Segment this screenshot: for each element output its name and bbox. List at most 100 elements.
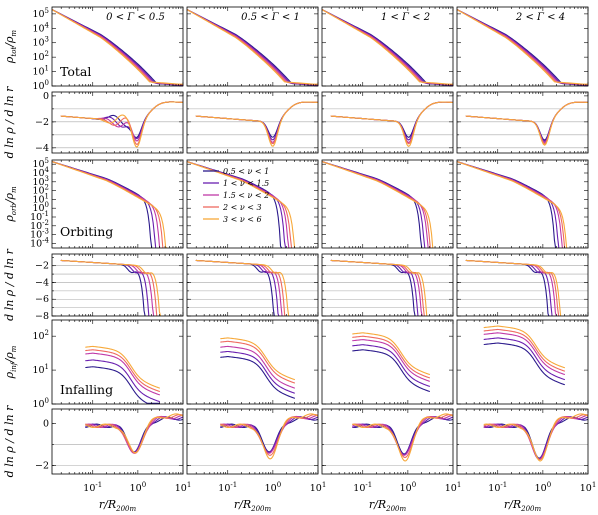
- axes-frame: [321, 159, 454, 249]
- row6-col4-series-1: [483, 416, 588, 459]
- y-tick-label: −4: [35, 277, 49, 288]
- row3-col4-series-4: [457, 161, 566, 248]
- y-tick-label: −8: [35, 311, 49, 322]
- axes-frame: [186, 159, 319, 249]
- x-axis-label: r/R200m: [234, 498, 272, 513]
- x-tick-label: 10-1: [218, 481, 237, 494]
- row5-col4-series-4: [483, 328, 565, 372]
- row1-col1-series-5: [52, 9, 183, 85]
- axes-frame: [456, 319, 589, 405]
- row4-col2-series-5: [195, 259, 290, 316]
- row3-col3-series-2: [322, 161, 426, 248]
- x-tick-label: 100: [130, 481, 147, 494]
- panel-total-density-2: [187, 9, 318, 86]
- y-axis-label: d ln ρ / d ln r: [3, 405, 16, 477]
- y-axis-label: ρtot/ρm: [3, 30, 18, 65]
- row1-col2-series-5: [187, 9, 318, 85]
- panel-total-density-4: [457, 9, 588, 86]
- row4-col1-series-5: [60, 259, 162, 316]
- row4-col4-series-1: [465, 259, 550, 316]
- row4-col3-series-4: [330, 259, 425, 316]
- y-tick-label: 10-1: [30, 210, 49, 223]
- y-tick-label: 103: [32, 36, 49, 49]
- row3-col4-series-2: [457, 161, 560, 248]
- row2-col1-series-3: [60, 101, 183, 142]
- row6-col4-series-4: [483, 414, 588, 461]
- axes-frame: [186, 91, 319, 154]
- y-tick-label: 101: [32, 363, 49, 376]
- panel-infalling-slope-1: [52, 413, 183, 466]
- panel-orbiting-density-1: [52, 161, 168, 248]
- row1-col4-series-5: [457, 9, 588, 85]
- x-tick-label: 100: [535, 481, 552, 494]
- column-title-1: 0 < Γ < 0.5: [106, 12, 165, 23]
- y-tick-label: 105: [32, 7, 49, 20]
- axes-frame: [186, 408, 319, 475]
- axes-frame: [456, 253, 589, 317]
- axes-frame: [321, 319, 454, 405]
- panel-total-density-1: [52, 9, 183, 86]
- row5-col3-series-4: [352, 335, 430, 379]
- y-tick-label: 0: [43, 91, 49, 102]
- y-axis-label: d ln ρ / d ln r: [3, 248, 16, 320]
- row3-col3-series-5: [322, 161, 435, 248]
- row3-col2-series-5: [187, 161, 296, 248]
- row6-col2-series-5: [220, 413, 318, 460]
- row6-col2-series-4: [220, 414, 318, 456]
- axes-frame: [321, 408, 454, 475]
- axes-frame: [321, 91, 454, 154]
- row6-col4-series-3: [483, 414, 588, 461]
- axes-frame: [456, 91, 589, 154]
- panel-infalling-slope-4: [457, 413, 588, 466]
- row2-col4-series-3: [465, 101, 588, 144]
- row4-col1-series-1: [60, 259, 146, 316]
- x-tick-label: 101: [310, 481, 327, 494]
- axes-frame: [51, 6, 184, 87]
- y-tick-label: 100: [32, 201, 49, 214]
- row4-col2-series-1: [195, 259, 275, 316]
- y-axis-label: ρorb/ρm: [3, 186, 18, 223]
- panel-infalling-density-3: [352, 332, 430, 392]
- row6-col1-series-3: [85, 414, 183, 454]
- row5-col4-series-2: [483, 337, 565, 381]
- y-tick-label: 102: [32, 50, 49, 63]
- row4-col3-series-5: [330, 259, 428, 316]
- x-axis-label: r/R200m: [99, 498, 137, 513]
- row2-col3-series-1: [330, 101, 453, 138]
- row6-col3-series-5: [352, 413, 453, 462]
- x-tick-label: 10-1: [83, 481, 102, 494]
- x-tick-label: 101: [580, 481, 597, 494]
- y-tick-label: 102: [32, 329, 49, 342]
- axes-frame: [51, 159, 184, 249]
- row4-col4-series-5: [465, 259, 562, 316]
- row5-col1-series-4: [85, 349, 160, 392]
- panel-total-slope-3: [322, 101, 453, 149]
- axes-frame: [321, 6, 454, 87]
- row5-col4-series-3: [483, 332, 565, 375]
- row2-col3-series-5: [330, 101, 453, 147]
- legend-entry-2: 1 < ν < 1.5: [223, 179, 269, 188]
- panel-total-slope-4: [457, 101, 588, 149]
- x-tick-label: 10-1: [353, 481, 372, 494]
- panel-orbiting-density-4: [457, 161, 568, 248]
- row5-col2-series-5: [220, 337, 295, 381]
- y-tick-label: 102: [32, 184, 49, 197]
- panel-total-slope-2: [187, 101, 318, 149]
- panel-infalling-density-4: [483, 325, 565, 386]
- y-tick-label: −2: [35, 461, 49, 472]
- panel-orbiting-slope-3: [322, 259, 453, 316]
- row6-col2-series-2: [220, 416, 318, 454]
- x-tick-label: 101: [445, 481, 462, 494]
- panel-total-slope-1: [52, 101, 183, 149]
- panel-orbiting-density-2: [187, 161, 296, 248]
- column-title-4: 2 < Γ < 4: [515, 12, 565, 23]
- axes-frame: [456, 159, 589, 249]
- row4-col2-series-3: [195, 259, 283, 316]
- axes-frame: [51, 408, 184, 475]
- panel-infalling-density-1: [85, 345, 160, 404]
- y-tick-label: −2: [35, 117, 49, 128]
- row5-col4-series-1: [483, 342, 565, 386]
- axes-frame: [321, 253, 454, 317]
- row2-col2-series-1: [195, 101, 318, 138]
- row3-col4-series-3: [457, 161, 563, 248]
